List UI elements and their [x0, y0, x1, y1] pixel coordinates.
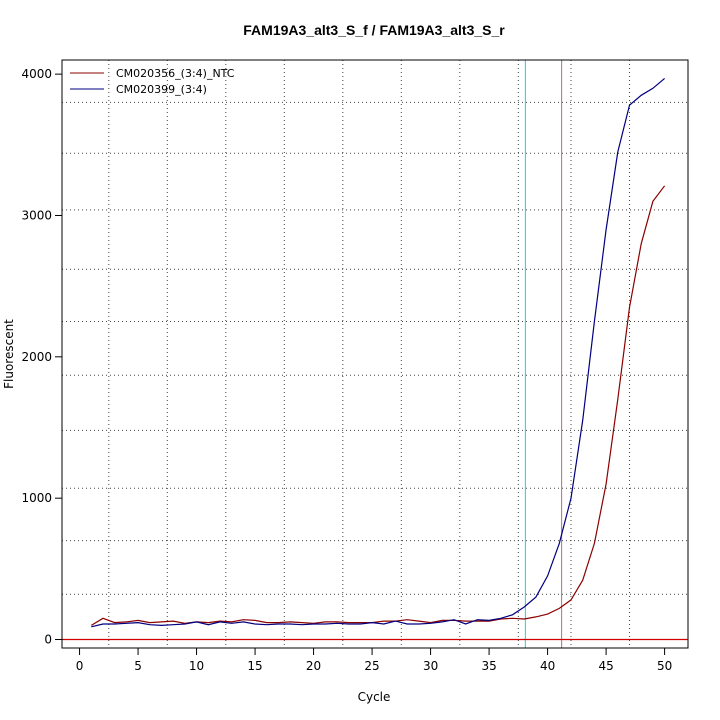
y-tick-label: 4000: [21, 67, 52, 81]
legend: CM020356_(3:4)_NTC CM020399_(3:4): [70, 67, 235, 96]
y-tick-label: 3000: [21, 208, 52, 222]
y-axis: 0 1000 2000 3000 4000: [21, 67, 63, 647]
vertical-markers: [524, 60, 563, 648]
y-tick-label: 0: [44, 633, 52, 647]
x-tick-label: 50: [657, 659, 672, 673]
x-tick-label: 35: [481, 659, 496, 673]
x-tick-label: 5: [134, 659, 142, 673]
x-tick-label: 40: [540, 659, 555, 673]
series-lines: [90, 77, 666, 628]
y-tick-label: 2000: [21, 350, 52, 364]
grid-lines: [62, 60, 688, 648]
x-tick-label: 25: [364, 659, 379, 673]
x-tick-label: 30: [423, 659, 438, 673]
series-line-1: [91, 77, 665, 628]
legend-label-sample: CM020399_(3:4): [116, 83, 207, 96]
x-axis: 0 5 10 15 20 25 30 35 40 45 50: [76, 647, 672, 673]
x-tick-label: 10: [189, 659, 204, 673]
chart-title: FAM19A3_alt3_S_f / FAM19A3_alt3_S_r: [243, 22, 505, 38]
x-tick-label: 45: [598, 659, 613, 673]
legend-label-ntc: CM020356_(3:4)_NTC: [116, 67, 235, 80]
x-tick-label: 15: [247, 659, 262, 673]
x-tick-label: 0: [76, 659, 84, 673]
y-axis-label: Fluorescent: [2, 319, 16, 389]
x-axis-label: Cycle: [358, 690, 391, 704]
y-tick-label: 1000: [21, 491, 52, 505]
x-tick-label: 20: [306, 659, 321, 673]
